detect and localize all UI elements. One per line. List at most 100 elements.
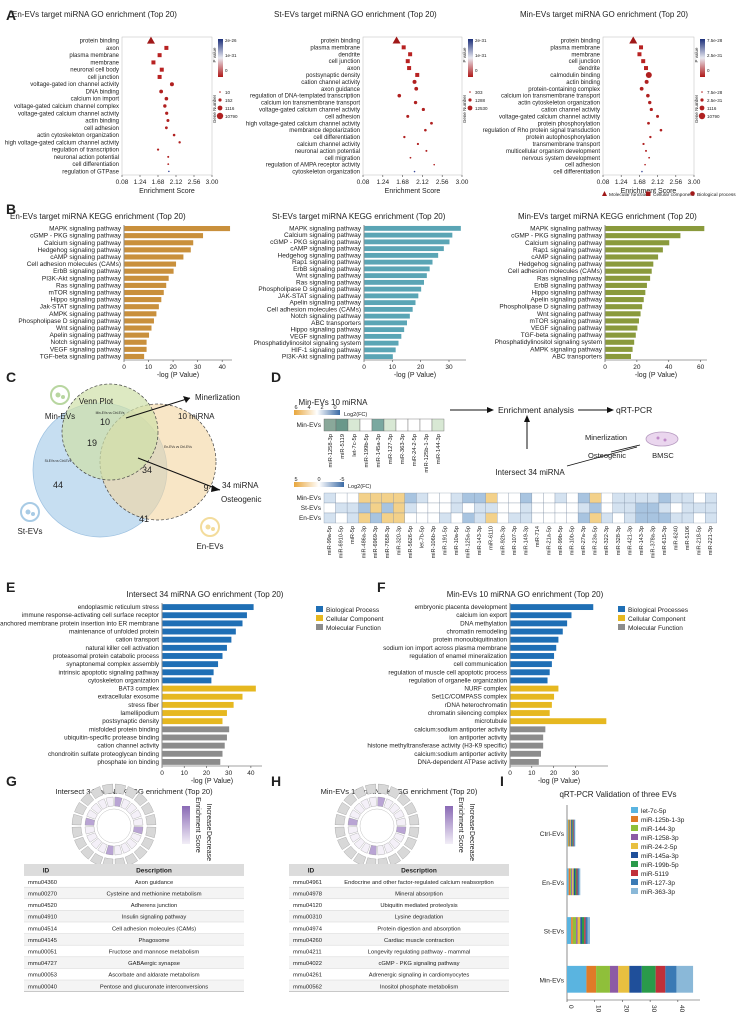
heatmap-bottom-cell [346,502,359,514]
bmsc-cell-dot [656,436,660,440]
bar [510,653,555,659]
bar-category-label: ubiquitin-specific protease binding [64,734,159,741]
bar-category-label: Notch signaling pathway [291,313,362,320]
bubble-category-label: regulation of transcription [52,148,119,154]
bubble-point [430,121,433,125]
bar [124,297,162,303]
bar [162,653,223,659]
stacked-legend-label: miR-24-2-5p [641,844,678,851]
circ-g-table-cell-id: mmu00270 [28,892,57,898]
heatmap-bottom-cell [624,492,636,504]
bubble-x-tick-label: 1.24 [376,179,389,186]
heatmap-top-cell [323,418,337,432]
gene-number-legend-dot [467,105,473,111]
bar-x-tick-label: 0 [603,364,607,371]
bubble-point [641,59,646,64]
bar [124,304,159,310]
bubble-title: Min-EVs target miRNA GO enrichment (Top … [520,10,688,19]
flow-label-bmsc: BMSC [652,451,674,460]
circ-h-table-row [289,945,509,957]
heatmap-bottom-cell [439,502,452,514]
bar-category-label: BAT3 complex [119,686,160,693]
circ-h-segment [365,783,377,795]
bubble-point [648,100,652,105]
flow-label-enrichment: Enrichment analysis [498,405,574,415]
circ-h-segment [387,786,401,799]
stacked-segment [571,819,573,847]
bubble-x-tick-label: 2.12 [170,179,183,186]
circ-h-table-cell-desc: Endocrine and other factor-regulated cal… [344,880,494,886]
bar [162,636,232,643]
bar [162,677,212,684]
panel-letter-A: A [6,7,16,23]
bubble-point [156,148,160,151]
bubble-category-label: neuronal cell body [70,68,119,74]
bar-x-tick-label: 10 [181,770,189,777]
bubble-category-label: membrane [90,60,119,66]
bar-category-label: TGF-beta signaling pathway [521,332,603,339]
bubble-category-label: plasma membrane [69,53,119,59]
bar [162,710,227,716]
heatmap-bottom-cell [589,492,602,504]
pvalue-legend-label: 1e-31 [475,53,487,58]
heatmap-bottom-cell [416,502,429,514]
heatmap-bottom-cell [497,502,509,514]
venn-inner-label-min: Min-EVs vs Ctrl-EVs [96,411,125,415]
bubble-category-label: protein autophosphorylation [526,135,600,141]
circ-g-table-header-desc: Description [136,868,172,875]
bubble-point [164,126,168,130]
bubble-category-label: cell junction [329,59,360,65]
bar [162,604,254,611]
heatmap-bottom-cell [323,512,336,524]
bar-category-label: chondroitin sulfate proteoglycan binding [48,751,159,758]
bubble-point [641,170,643,173]
bar-category-label: MAPK signaling pathway [49,226,122,233]
category-legend-marker [690,191,695,196]
bar-category-label: regulation of enamel mineralization [409,653,507,660]
heatmap-bottom-cell [497,492,509,504]
heatmap-bottom-col-label: miR-125a-5p [466,526,472,558]
bar [124,332,150,338]
heatmap-bottom-col-label: miR-10a-5p [454,526,460,555]
bar-category-label: Cell adhesion molecules (CAMs) [508,268,602,275]
bubble-point [416,142,420,146]
bubble-category-label: plasma membrane [550,45,600,51]
heatmap-bottom-cell [427,502,440,514]
circ-h-segment [334,826,346,838]
stacked-segment [587,917,590,944]
heatmap-top-cell [347,418,361,432]
bar-category-label: maintenance of unfolded protein [69,629,159,636]
circ-h-segment [343,845,358,860]
bar [364,259,433,265]
flow-arrow-head [607,407,614,413]
bar-category-label: protein monoubiquitination [433,637,507,644]
circ-g-table-cell-desc: Axon guidance [135,880,173,886]
panel-letter-E: E [6,579,15,595]
stacked-segment [577,917,581,944]
heatmap-bottom-cell [370,502,382,514]
bar [605,225,705,232]
bubble-x-tick-label: 2.56 [669,179,682,186]
bar [364,279,424,285]
bar-category-label: ErbB signaling pathway [53,268,122,275]
bar [124,346,147,352]
circ-g-table-cell-id: mmu04910 [28,915,57,921]
bubble-category-label: calcium ion transmembrane transport [261,101,360,107]
bar-category-label: calcium ion export [456,612,507,619]
venn-inner-label-st: St-EVs vs Ctrl-EVs [45,459,72,463]
bubble-frame [362,36,463,176]
bar-x-tick-label: 0 [362,364,366,371]
bar [364,327,405,333]
bubble-category-label: multicellular organism development [506,149,600,155]
bar-category-label: cell communication [453,661,507,668]
bubble-point [167,155,170,158]
bubble-category-label: cell junction [569,59,600,65]
circ-g-segment [86,809,98,820]
venn-set-icon-dot [25,509,31,515]
circ-g-segment [74,836,87,850]
stacked-segment [573,868,576,896]
bubble-category-label: cell adhesion [84,126,119,132]
heatmap-bottom-cell [520,512,533,524]
bubble-category-label: regulation of AMPA receptor activity [266,163,360,169]
bar-category-label: JAK-STAT signaling pathway [278,293,362,300]
